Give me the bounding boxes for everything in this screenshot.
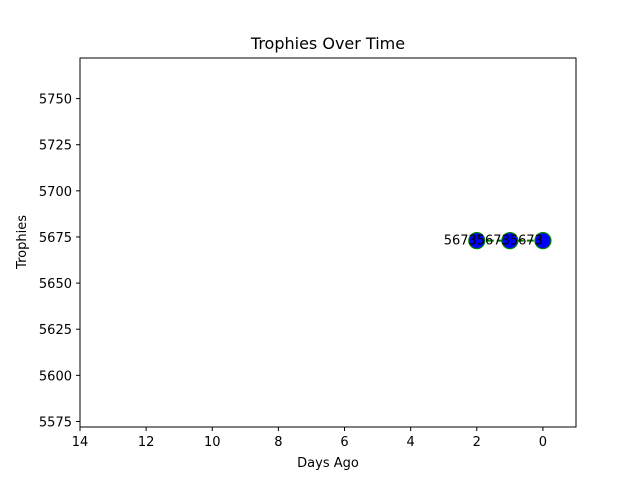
data-point	[534, 232, 552, 250]
chart-title: Trophies Over Time	[250, 34, 405, 53]
x-tick-label: 8	[274, 435, 282, 450]
y-tick-label: 5725	[39, 139, 72, 154]
x-tick-label: 10	[204, 435, 221, 450]
x-tick-label: 4	[407, 435, 415, 450]
data-point	[501, 232, 519, 250]
y-tick-label: 5650	[39, 277, 72, 292]
data-label: 5673	[444, 234, 477, 249]
y-axis-label: Trophies	[15, 215, 30, 270]
x-tick-label: 12	[138, 435, 155, 450]
y-tick-label: 5600	[39, 369, 72, 384]
data-label: 5673	[477, 234, 510, 249]
data-label: 5673	[510, 234, 543, 249]
x-tick-label: 2	[473, 435, 481, 450]
x-tick-label: 0	[539, 435, 547, 450]
plot-frame	[79, 57, 577, 428]
y-tick-label: 5750	[39, 93, 72, 108]
x-tick-label: 14	[72, 435, 89, 450]
y-tick-label: 5675	[39, 231, 72, 246]
x-axis-label: Days Ago	[297, 456, 359, 471]
y-tick-label: 5700	[39, 185, 72, 200]
y-axis: 5575 5600 5625 5650 5675 5700 5725 5750	[39, 93, 80, 430]
x-axis: 14 12 10 8 6 4 2 0	[72, 427, 547, 450]
y-tick-label: 5575	[39, 415, 72, 430]
y-tick-label: 5625	[39, 323, 72, 338]
x-tick-label: 6	[340, 435, 348, 450]
plot-area: 5673 5673 5673	[444, 232, 552, 250]
data-point	[468, 232, 486, 250]
